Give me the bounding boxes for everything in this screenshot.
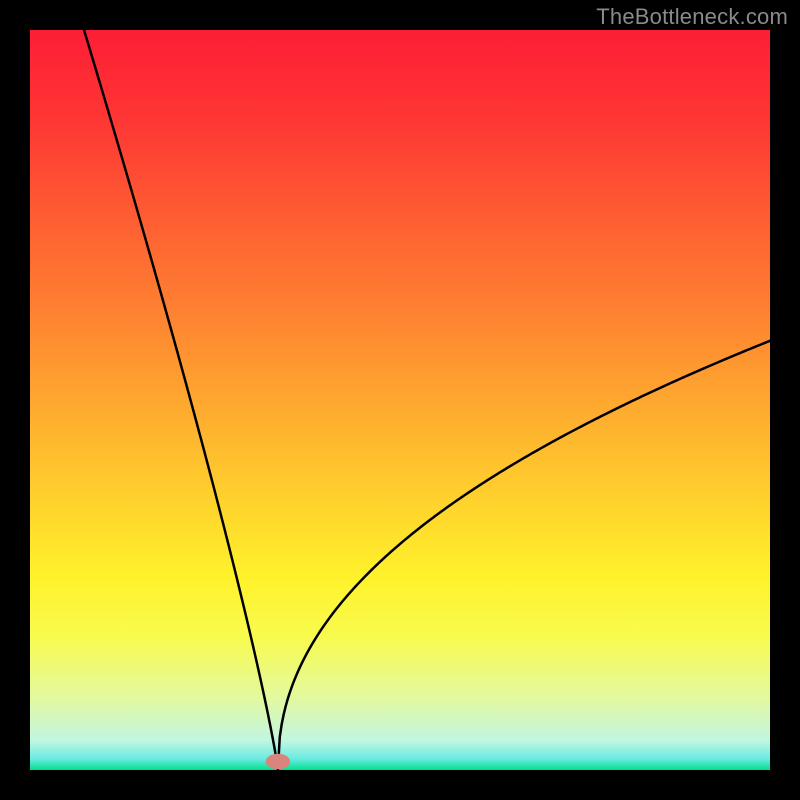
optimal-point-marker: [266, 754, 290, 770]
bottleneck-chart: [0, 0, 800, 800]
chart-container: TheBottleneck.com: [0, 0, 800, 800]
watermark-text: TheBottleneck.com: [596, 4, 788, 30]
